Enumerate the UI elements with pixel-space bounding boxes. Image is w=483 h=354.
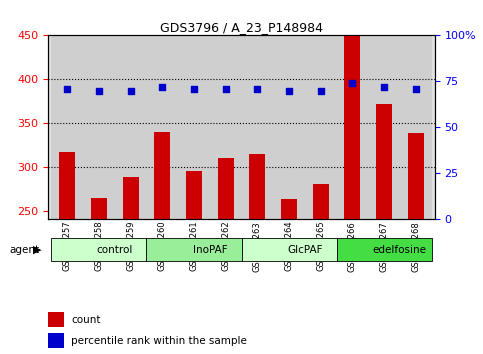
FancyBboxPatch shape	[52, 239, 146, 261]
Bar	[91, 198, 107, 219]
Bar	[249, 154, 265, 219]
Bar	[344, 36, 360, 219]
Text: control: control	[97, 245, 133, 255]
Point	[254, 86, 261, 92]
Point	[158, 84, 166, 90]
Bar	[115, 35, 146, 219]
Bar	[400, 35, 431, 219]
Bar	[313, 184, 328, 219]
Point	[380, 84, 388, 90]
Point	[63, 86, 71, 92]
Point	[285, 88, 293, 93]
Point	[412, 86, 420, 92]
Point	[190, 86, 198, 92]
Text: edelfosine: edelfosine	[373, 245, 427, 255]
Bar	[337, 35, 368, 219]
Text: agent: agent	[10, 245, 40, 255]
Bar	[376, 104, 392, 219]
Text: ▶: ▶	[32, 245, 41, 255]
FancyBboxPatch shape	[146, 239, 242, 261]
Bar	[83, 35, 115, 219]
Text: InoPAF: InoPAF	[193, 245, 227, 255]
Bar	[146, 35, 178, 219]
FancyBboxPatch shape	[242, 239, 337, 261]
Bar	[305, 35, 337, 219]
Point	[95, 88, 103, 93]
Bar	[273, 35, 305, 219]
Bar	[155, 132, 170, 219]
Bar	[281, 199, 297, 219]
Bar	[59, 152, 75, 219]
Bar	[52, 35, 83, 219]
Point	[222, 86, 229, 92]
Bar	[218, 158, 234, 219]
Text: count: count	[71, 315, 101, 325]
Bar	[242, 35, 273, 219]
Point	[349, 80, 356, 86]
Text: GDS3796 / A_23_P148984: GDS3796 / A_23_P148984	[160, 21, 323, 34]
Bar	[48, 333, 64, 348]
Bar	[186, 171, 202, 219]
FancyBboxPatch shape	[337, 239, 431, 261]
Bar	[123, 177, 139, 219]
Text: percentile rank within the sample: percentile rank within the sample	[71, 336, 247, 346]
Bar	[210, 35, 242, 219]
Text: GlcPAF: GlcPAF	[287, 245, 323, 255]
Point	[317, 88, 325, 93]
Bar	[408, 133, 424, 219]
Point	[127, 88, 134, 93]
Bar	[368, 35, 400, 219]
Bar	[178, 35, 210, 219]
Bar	[48, 312, 64, 327]
